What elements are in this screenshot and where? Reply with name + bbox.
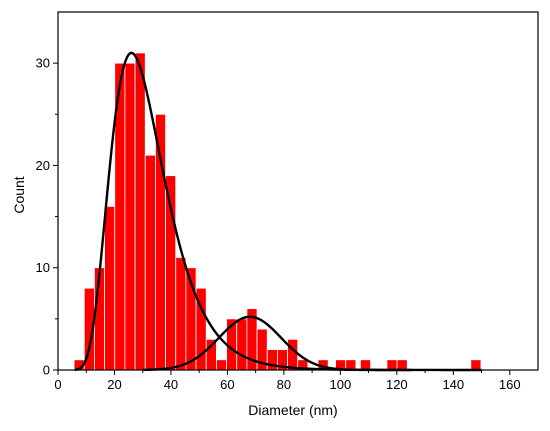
y-tick-label: 10	[36, 260, 50, 275]
x-tick-label: 0	[54, 377, 61, 392]
histogram-bar	[134, 52, 146, 371]
x-axis-ticks: 0 20 40 60 80 100 120 140 160	[54, 370, 521, 392]
y-tick-label: 20	[36, 158, 50, 173]
y-tick-label: 0	[43, 363, 50, 378]
histogram-bar	[175, 257, 187, 371]
histogram-bar	[470, 359, 482, 371]
y-axis-ticks: 0 10 20 30	[36, 56, 58, 378]
y-tick-label: 30	[36, 56, 50, 71]
x-tick-label: 40	[164, 377, 178, 392]
x-tick-label: 20	[107, 377, 121, 392]
x-tick-label: 100	[330, 377, 352, 392]
y-axis-title: Count	[11, 176, 27, 213]
x-axis-title: Diameter (nm)	[248, 402, 337, 418]
histogram-bar	[287, 338, 299, 371]
histogram-bar	[124, 62, 136, 371]
plot-frame	[57, 11, 539, 371]
histogram-bars	[73, 52, 482, 371]
x-tick-label: 120	[386, 377, 408, 392]
histogram-bar	[155, 113, 166, 371]
x-tick-label: 80	[277, 377, 291, 392]
histogram-bar	[359, 359, 371, 371]
x-tick-label: 60	[220, 377, 234, 392]
x-tick-label: 140	[442, 377, 464, 392]
x-tick-label: 160	[499, 377, 521, 392]
histogram-bar	[144, 154, 156, 371]
histogram-bar	[215, 359, 227, 371]
histogram-bar	[386, 359, 398, 371]
histogram-bar	[104, 205, 116, 371]
histogram-bar	[396, 359, 408, 371]
histogram-bar	[236, 318, 248, 371]
